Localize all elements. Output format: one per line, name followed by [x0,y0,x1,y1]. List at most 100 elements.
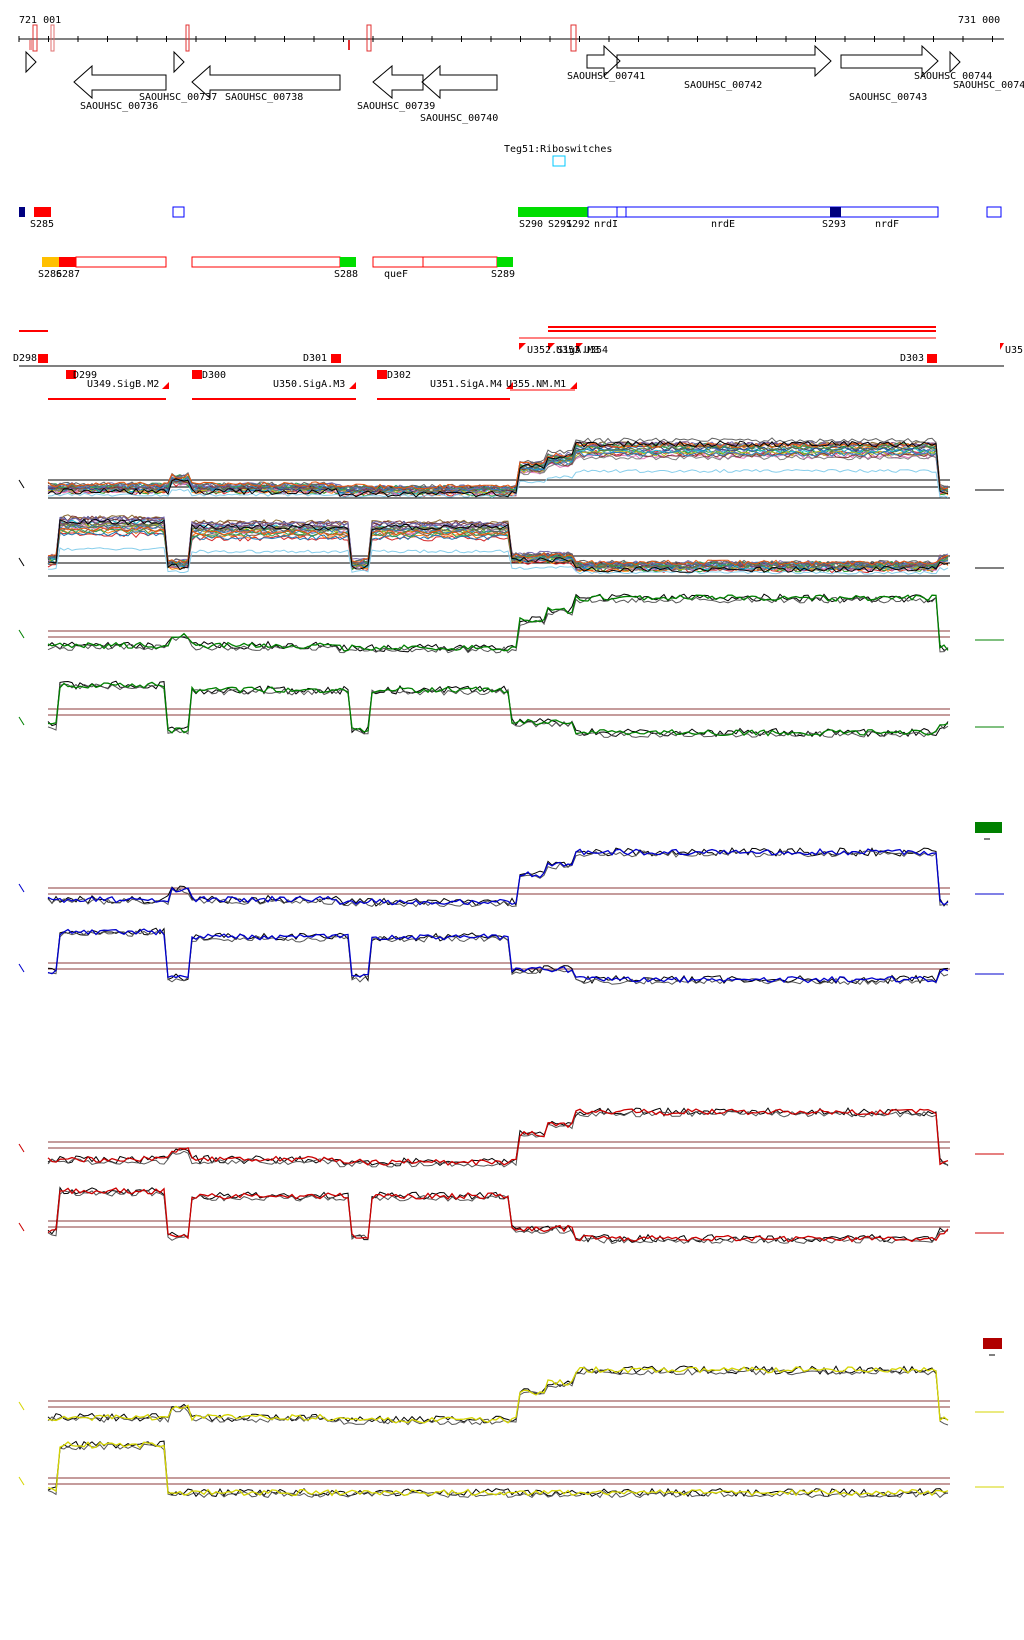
terminator-marker[interactable] [331,354,341,363]
replicate-series-line [47,1186,949,1244]
gene-arrow-SAOUHSC_00736[interactable] [73,64,167,100]
terminator-marker[interactable] [927,354,937,363]
gene-label: SAOUHSC_00741 [567,71,645,82]
segment-block[interactable] [172,206,185,218]
replicate-series-line [47,930,949,986]
gene-arrow-SAOUHSC_00743[interactable] [840,44,939,78]
expression-track [18,680,1004,738]
expression-track [18,927,1004,986]
gene-arrow-SAOUHSC_00741[interactable] [586,44,621,78]
segment-block[interactable] [59,257,76,267]
gene-arrow-SAOUHSC_00738[interactable] [191,64,341,100]
segment-label: S285 [30,219,54,230]
segment-block[interactable] [518,207,588,217]
expression-track [18,514,1004,577]
replicate-series-line [47,1440,949,1498]
feature-mark [570,24,577,52]
promoter-label: U350.SigA.M3 [273,379,345,390]
promoter-flag[interactable] [1000,343,1004,350]
condition-series-line [47,1441,949,1497]
feature-mark [185,24,190,52]
segment-block[interactable] [340,257,356,267]
edge-stub [18,883,25,893]
condition-series-line [47,594,949,652]
feature-mark [366,24,372,52]
segment-block[interactable] [830,207,841,217]
promoter-flag[interactable] [548,343,555,350]
promoter-flag[interactable] [506,382,513,389]
segment-label: S293 [822,219,846,230]
segment-block[interactable] [497,257,513,267]
condition-series-line [47,515,949,566]
segment-block[interactable] [42,257,59,267]
edge-stub [18,629,25,639]
promoter-label: U349.SigB.M2 [87,379,159,390]
edge-stub [18,1476,25,1486]
promoter-flag[interactable] [162,382,169,389]
segment-block[interactable] [34,207,51,217]
promoter-flag[interactable] [349,382,356,389]
riboswitch-track: Teg51:Riboswitches [504,144,612,167]
condition-series-line [47,450,949,492]
segment-block[interactable] [19,207,25,217]
gene-label: SAOUHSC_00737 [139,92,217,103]
gene-label: SAOUHSC_00739 [357,101,435,112]
segment-label: S291 [548,219,572,230]
riboswitch-box[interactable] [552,155,566,167]
gene-label: SAOUHSC_00742 [684,80,762,91]
gene-arrow-SAOUHSC_00742[interactable] [616,44,832,78]
expression-track [18,1440,1004,1499]
segment-block[interactable] [191,256,341,268]
promoter-flag[interactable] [576,343,583,350]
riboswitch-label: Teg51:Riboswitches [504,144,612,155]
promoter-label: D298 [13,353,37,364]
gene-label: SAOUHSC_00738 [225,92,303,103]
condition-series-line [47,526,949,566]
replicate-series-line [47,1368,949,1426]
replicate-series-line [47,847,949,907]
edge-stub [18,716,25,726]
promoter-label: D302 [387,370,411,381]
gene-track: SAOUHSC_00736 SAOUHSC_00737 SAOUHSC_0073… [25,44,1024,124]
segment-label: nrdI [594,219,618,230]
promoter-flag[interactable] [570,382,577,389]
edge-stub [18,963,25,973]
condition-series-line [47,928,949,984]
legend-swatch-green [975,822,1002,833]
feature-mark [29,40,33,50]
edge-stub [18,479,25,489]
promoter-label: U351.SigA.M4 [430,379,502,390]
genome-ruler: 721 001 731 000 [18,15,1004,52]
promoter-label: D303 [900,353,924,364]
expression-track [18,847,1004,908]
segment-label: S287 [56,269,80,280]
edge-stub [18,1222,25,1232]
condition-series-line [47,440,949,498]
promoter-label: U353 [556,345,580,356]
segment-block[interactable] [587,206,939,218]
ruler-start-label: 721 001 [19,15,61,26]
gene-label: SAOUHSC_00743 [849,92,927,103]
gene-arrow-SAOUHSC_00739[interactable] [372,64,424,100]
gene-label: SAOUHSC_0074 [953,80,1024,91]
segment-label: nrdE [711,219,735,230]
promoter-flag[interactable] [519,343,526,350]
segment-block[interactable] [986,206,1002,218]
segment-label: nrdF [875,219,899,230]
segment-block[interactable] [75,256,167,268]
expression-track [18,1107,1004,1168]
terminator-marker[interactable] [66,370,76,379]
gene-arrow-SAOUHSC_00740[interactable] [421,64,498,100]
condition-series-line [47,441,949,490]
expression-track [18,593,1004,654]
condition-series-line [48,547,949,575]
terminator-marker[interactable] [377,370,387,379]
expression-track [18,1186,1004,1245]
segment-block[interactable] [372,256,424,268]
edge-stub [18,1143,25,1153]
terminator-marker[interactable] [192,370,202,379]
terminator-marker[interactable] [38,354,48,363]
segment-block[interactable] [422,256,498,268]
segment-label: S288 [334,269,358,280]
